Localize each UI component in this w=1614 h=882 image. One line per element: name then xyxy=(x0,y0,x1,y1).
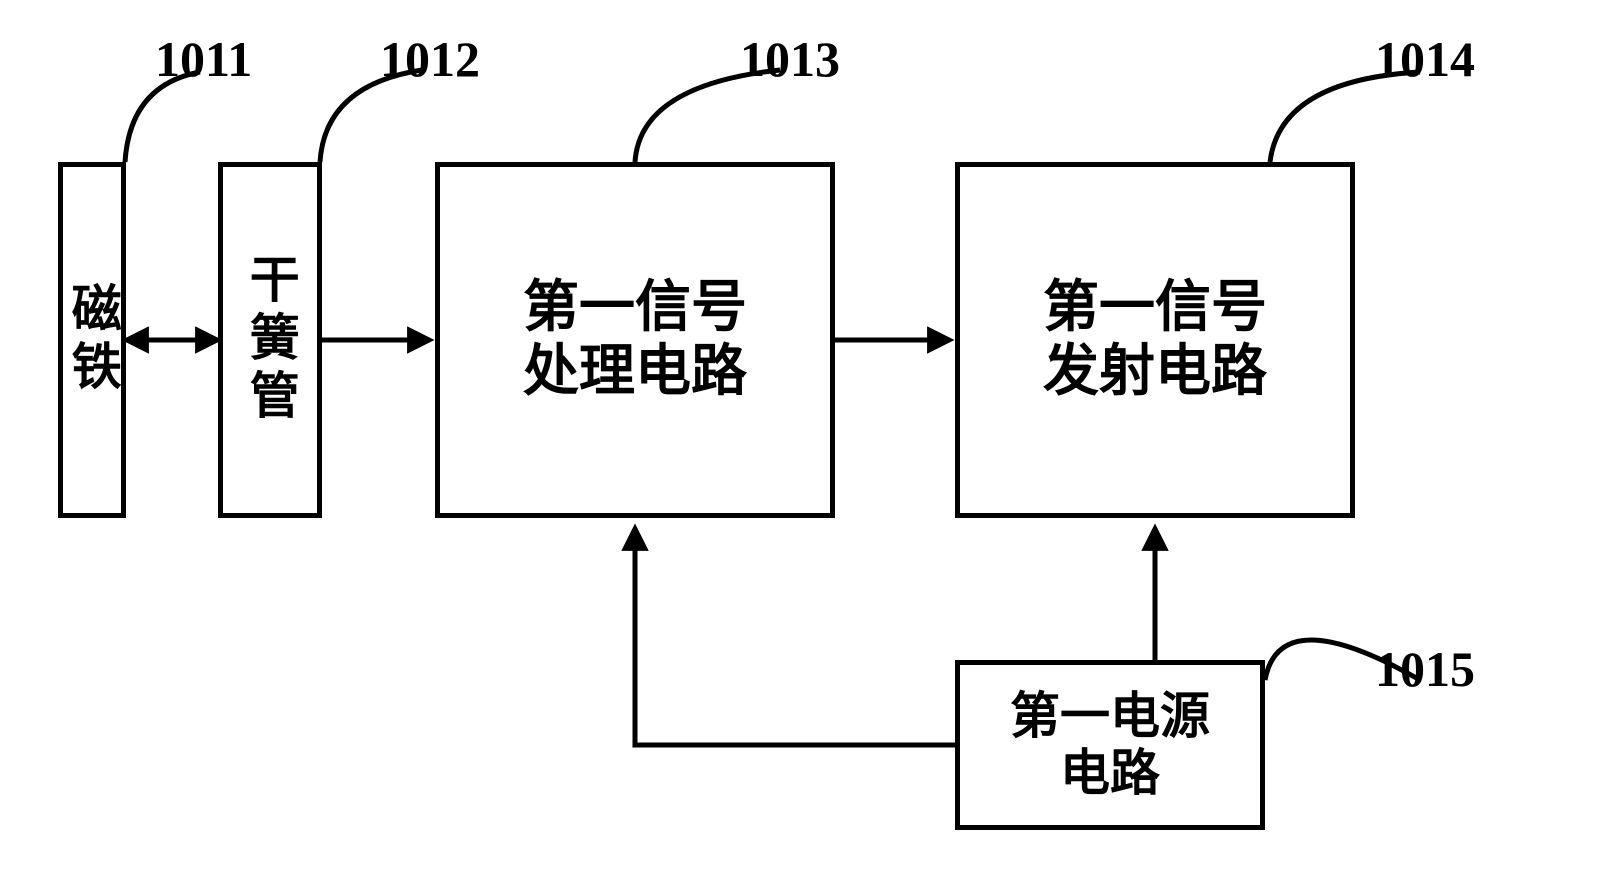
block-signal-processing: 第一信号 处理电路 xyxy=(435,162,835,518)
block-signal-transmit: 第一信号 发射电路 xyxy=(955,162,1355,518)
block-magnet-text: 磁铁 xyxy=(63,282,121,398)
block-power-circuit: 第一电源 电路 xyxy=(955,660,1265,830)
label-1013: 1013 xyxy=(740,30,840,88)
label-1015: 1015 xyxy=(1375,640,1475,698)
block-diagram: 磁铁 干簧管 第一信号 处理电路 第一信号 发射电路 第一电源 电路 1011 … xyxy=(0,0,1614,882)
block-magnet: 磁铁 xyxy=(58,162,126,518)
label-1012: 1012 xyxy=(380,30,480,88)
block-reed-switch: 干簧管 xyxy=(218,162,322,518)
block-signal-processing-text: 第一信号 处理电路 xyxy=(523,276,747,405)
label-1011: 1011 xyxy=(155,30,252,88)
block-power-circuit-text: 第一电源 电路 xyxy=(1010,688,1210,803)
block-signal-transmit-text: 第一信号 发射电路 xyxy=(1043,276,1267,405)
label-1014: 1014 xyxy=(1375,30,1475,88)
block-reed-switch-text: 干簧管 xyxy=(241,253,299,427)
